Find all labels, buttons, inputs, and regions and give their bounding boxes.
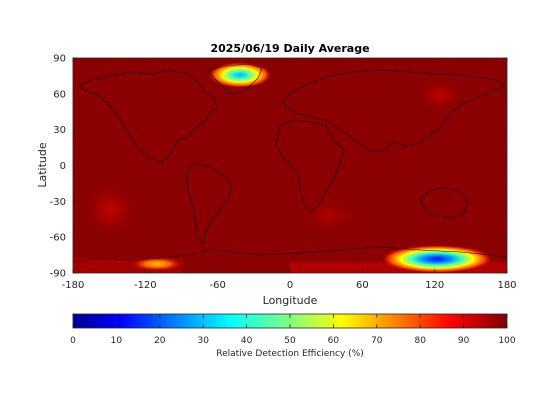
y-tick-label: -60 xyxy=(50,233,66,244)
coastline-eurasia xyxy=(281,69,505,153)
colorbar-tick-label: 70 xyxy=(371,336,383,346)
colorbar-tick-label: 30 xyxy=(197,336,209,346)
east-antarctica-low-efficiency-spot xyxy=(381,245,493,273)
colorbar-tick-label: 80 xyxy=(414,336,426,346)
map-area xyxy=(73,58,507,273)
coastline-north-america xyxy=(77,69,219,163)
colorbar-ticks: 0 10 20 30 40 50 60 70 80 90 100 xyxy=(70,314,516,346)
coastline-australia xyxy=(419,187,469,219)
x-axis-label: Longitude xyxy=(263,294,318,307)
x-tick-label: 120 xyxy=(425,280,444,291)
x-tick-label: 0 xyxy=(287,280,293,291)
axis-tick-labels: -180 -120 -60 0 60 120 180 90 60 30 0 -30 -60 -90 xyxy=(50,54,517,292)
y-tick-label: 90 xyxy=(53,54,66,65)
y-tick-label: 0 xyxy=(60,161,66,172)
colorbar-tick-label: 50 xyxy=(284,336,296,346)
coastline-south-america xyxy=(185,163,233,245)
y-axis-label: Latitude xyxy=(36,142,49,188)
greenland-low-efficiency-spot xyxy=(208,62,272,88)
colorbar-label: Relative Detection Efficiency (%) xyxy=(216,349,364,359)
coastlines xyxy=(73,63,507,263)
axis-ticks xyxy=(72,57,508,274)
soft-zone xyxy=(415,77,465,113)
chart-title: 2025/06/19 Daily Average xyxy=(210,42,369,55)
x-tick-label: 180 xyxy=(497,280,516,291)
soft-zone xyxy=(300,195,360,235)
soft-zone xyxy=(80,180,140,240)
colorbar-tick-label: 40 xyxy=(241,336,253,346)
colorbar-tick-label: 60 xyxy=(328,336,340,346)
y-tick-label: 30 xyxy=(53,125,66,136)
x-tick-label: -120 xyxy=(134,280,157,291)
west-antarctica-low-efficiency-spot xyxy=(131,257,183,271)
y-tick-label: -30 xyxy=(50,197,66,208)
coastline-africa xyxy=(275,119,345,213)
colorbar-tick-label: 10 xyxy=(111,336,123,346)
x-tick-label: 60 xyxy=(356,280,369,291)
colorbar-tick-label: 100 xyxy=(498,336,515,346)
colorbar-tick-label: 90 xyxy=(458,336,470,346)
x-tick-label: -180 xyxy=(62,280,85,291)
colorbar-tick-label: 0 xyxy=(70,336,76,346)
coastline-antarctica xyxy=(73,246,507,263)
colorbar-tick-label: 20 xyxy=(154,336,166,346)
x-tick-label: -60 xyxy=(209,280,225,291)
y-tick-label: -90 xyxy=(50,269,66,280)
y-tick-label: 60 xyxy=(53,89,66,100)
coastline-greenland xyxy=(207,63,263,95)
